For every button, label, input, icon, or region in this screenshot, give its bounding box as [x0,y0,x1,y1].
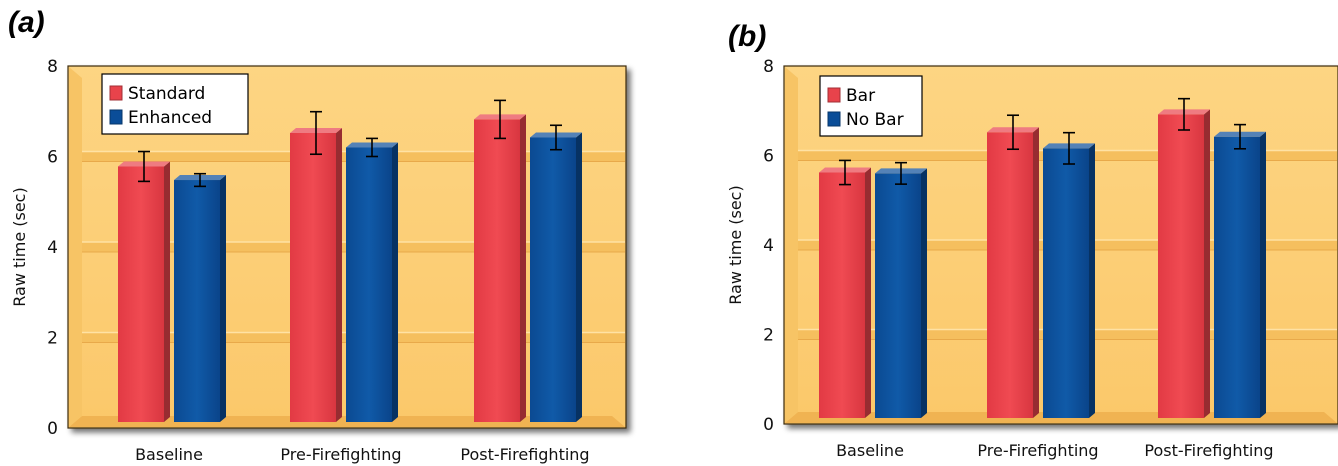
bar-side [865,167,871,418]
bar-side [164,161,170,422]
y-tick-label: 2 [47,329,58,349]
legend-swatch [109,85,123,101]
legend-label: No Bar [846,110,904,130]
y-axis-title: Raw time (sec) [10,187,29,306]
bar-front [174,180,220,422]
bar-no-bar [875,168,927,418]
y-tick-label: 6 [47,148,58,168]
bar-side [520,114,526,423]
legend-label: Bar [846,86,875,106]
y-tick-label: 0 [763,415,774,435]
y-tick-label: 6 [763,147,774,167]
bar-enhanced [530,132,582,422]
y-axis-title: Raw time (sec) [726,185,745,304]
left-wall [69,67,82,427]
bar-enhanced [174,175,226,422]
bar-no-bar [1214,131,1266,418]
y-tick-label: 4 [763,236,774,256]
bar-front [1158,114,1204,418]
bar-bar [819,167,871,418]
bar-enhanced [346,142,398,422]
x-category-label: Pre-Firefighting [280,445,401,464]
bar-front [474,119,520,423]
bar-front [118,166,164,422]
bar-front [530,137,576,422]
y-tick-label: 0 [47,419,58,439]
bar-no-bar [1043,143,1095,418]
y-tick-label: 2 [763,326,774,346]
x-category-label: Post-Firefighting [460,445,589,464]
bar-side [1204,109,1210,418]
y-tick-label: 8 [763,57,774,77]
panel-label: (a) [8,6,45,39]
x-category-label: Baseline [836,441,904,460]
bar-bar [987,127,1039,419]
bar-side [1089,143,1095,418]
panel-label: (b) [728,20,766,53]
bar-bar [1158,109,1210,418]
bar-standard [474,114,526,423]
bar-front [290,132,336,422]
bar-side [1033,127,1039,418]
bar-side [921,168,927,418]
bar-side [220,175,226,422]
legend-label: Enhanced [128,108,212,128]
bar-standard [118,161,170,422]
bar-side [576,132,582,422]
legend-box [101,73,249,135]
bar-side [336,127,342,422]
y-tick-label: 4 [47,238,58,258]
left-wall [785,67,798,423]
x-category-label: Pre-Firefighting [977,441,1098,460]
bar-front [875,173,921,418]
y-tick-label: 8 [47,57,58,77]
bar-front [1214,136,1260,418]
bar-front [987,132,1033,419]
x-category-label: Post-Firefighting [1144,441,1273,460]
chart-panel-a: (a) 0 2 4 6 8 Raw time (sec) Baseline Pre-Firefi… [8,6,627,464]
bar-standard [290,127,342,422]
legend-swatch [827,111,841,127]
bar-front [346,147,392,422]
bar-front [1043,148,1089,418]
chart-panel-b: (b) 0 2 4 6 8 Raw time (sec) Baseline Pre-Firefi… [726,20,1338,460]
bar-side [1260,131,1266,418]
x-category-label: Baseline [135,445,203,464]
legend-swatch [109,109,123,125]
legend-swatch [827,87,841,103]
legend-label: Standard [128,84,205,104]
bar-side [392,142,398,422]
bar-front [819,172,865,418]
